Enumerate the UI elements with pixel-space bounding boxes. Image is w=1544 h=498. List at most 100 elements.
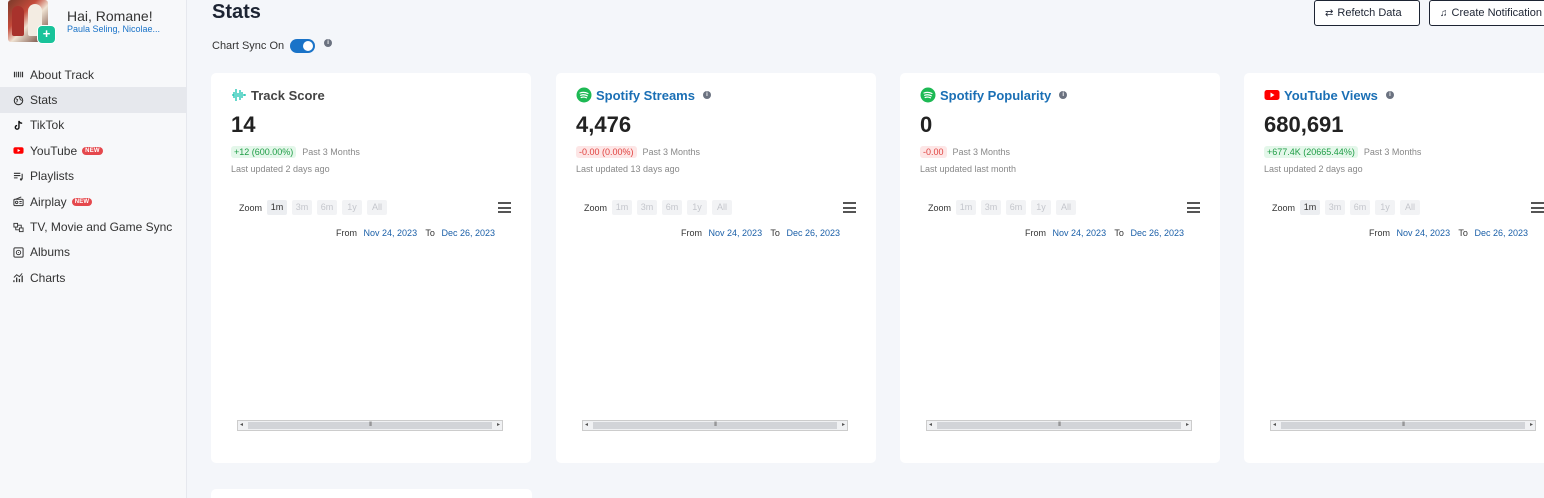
scroll-left-icon[interactable]: ◂ (585, 422, 589, 428)
zoom-6m-button[interactable]: 6m (662, 200, 683, 215)
scroll-left-icon[interactable]: ◂ (240, 422, 244, 428)
zoom-6m-button[interactable]: 6m (317, 200, 338, 215)
scrollbar-thumb[interactable] (248, 422, 492, 429)
chart (1244, 73, 1544, 418)
period-label: Past 3 Months (302, 147, 360, 157)
chart-scrollbar[interactable]: ◂ III ▸ (582, 420, 848, 431)
date-range: From Nov 24, 2023 To Dec 26, 2023 (681, 228, 846, 238)
chart-sync-label: Chart Sync On (212, 40, 285, 52)
radio-icon (12, 196, 24, 208)
range-from-label: From (681, 228, 703, 238)
zoom-3m-button[interactable]: 3m (637, 200, 658, 215)
sidebar-item-airplay[interactable]: Airplay NEW (0, 189, 186, 214)
info-icon[interactable]: i (1059, 91, 1068, 99)
scrollbar-thumb[interactable] (937, 422, 1181, 429)
zoom-label: Zoom (1272, 202, 1296, 213)
sidebar-nav: About Track Stats TikTok YouTube NEW Playlist… (0, 62, 186, 291)
range-to-input[interactable]: Dec 26, 2023 (1130, 228, 1184, 238)
zoom-controls: Zoom 1m 3m 6m 1y All (239, 200, 388, 215)
sidebar-item-label: Charts (30, 270, 66, 285)
zoom-1y-button[interactable]: 1y (1375, 200, 1396, 215)
range-from-input[interactable]: Nov 24, 2023 (1396, 228, 1451, 238)
zoom-all-button[interactable]: All (1400, 200, 1421, 215)
zoom-all-button[interactable]: All (712, 200, 733, 215)
zoom-1y-button[interactable]: 1y (342, 200, 363, 215)
chart (900, 73, 1220, 418)
scroll-left-icon[interactable]: ◂ (929, 422, 933, 428)
chart-scrollbar[interactable]: ◂ III ▸ (1270, 420, 1536, 431)
last-updated: Last updated 2 days ago (1264, 164, 1363, 174)
info-icon[interactable]: i (324, 39, 333, 47)
spotify-icon: 27. Nov4. Dec11. Dec18. Dec25. Dec0 (920, 87, 936, 103)
artist-names[interactable]: Paula Seling, Nicolae... (67, 24, 161, 34)
zoom-1y-button[interactable]: 1y (1031, 200, 1052, 215)
zoom-1m-button[interactable]: 1m (612, 200, 633, 215)
zoom-1m-button[interactable]: 1m (956, 200, 977, 215)
zoom-all-button[interactable]: All (367, 200, 388, 215)
greeting: Hai, Romane! (67, 8, 153, 24)
scroll-right-icon[interactable]: ▸ (496, 422, 500, 428)
sidebar-item-label: YouTube (30, 143, 78, 158)
profile: + Hai, Romane! Paula Seling, Nicolae... (8, 0, 183, 50)
range-to-input[interactable]: Dec 26, 2023 (786, 228, 840, 238)
scrollbar-thumb[interactable] (593, 422, 837, 429)
sidebar-item-label: Playlists (30, 169, 75, 184)
hamburger-menu-icon[interactable] (1531, 202, 1544, 213)
stat-card-track-score: 27. Nov4. Dec11. Dec18. Dec25. Dec100−10… (211, 73, 531, 463)
zoom-1m-button[interactable]: 1m (1300, 200, 1321, 215)
card-title-label: YouTube Views (1284, 87, 1378, 103)
scroll-left-icon[interactable]: ◂ (1273, 422, 1277, 428)
delta-row: -0.00 (0.00%) Past 3 Months (576, 146, 700, 158)
sidebar-item-stats[interactable]: Stats (0, 87, 186, 113)
scroll-right-icon[interactable]: ▸ (1185, 422, 1189, 428)
card-value: 0 (920, 112, 933, 137)
zoom-1y-button[interactable]: 1y (687, 200, 708, 215)
sidebar-item-playlists[interactable]: Playlists (0, 164, 186, 189)
range-to-label: To (1114, 228, 1124, 238)
zoom-1m-button[interactable]: 1m (267, 200, 288, 215)
zoom-controls: Zoom 1m 3m 6m 1y All (584, 200, 733, 215)
range-to-input[interactable]: Dec 26, 2023 (1474, 228, 1528, 238)
zoom-6m-button[interactable]: 6m (1006, 200, 1027, 215)
zoom-3m-button[interactable]: 3m (292, 200, 313, 215)
scroll-right-icon[interactable]: ▸ (841, 422, 845, 428)
create-notification-button[interactable]: ♫ Create Notification (1429, 0, 1544, 26)
sidebar-item-tiktok[interactable]: TikTok (0, 113, 186, 138)
grip-icon: III (1057, 422, 1061, 428)
hamburger-menu-icon[interactable] (1187, 202, 1200, 213)
chart-scrollbar[interactable]: ◂ III ▸ (926, 420, 1192, 431)
zoom-3m-button[interactable]: 3m (981, 200, 1002, 215)
range-from-input[interactable]: Nov 24, 2023 (363, 228, 418, 238)
chart-scrollbar[interactable]: ◂ III ▸ (237, 420, 503, 431)
range-from-input[interactable]: Nov 24, 2023 (708, 228, 763, 238)
stat-card-spotify-streams: 27. Nov4. Dec11. Dec18. Dec25. Dec4,476 … (556, 73, 876, 463)
refetch-data-button[interactable]: ⇄ Refetch Data (1314, 0, 1420, 26)
card-title-label: Track Score (251, 87, 325, 103)
hamburger-menu-icon[interactable] (843, 202, 856, 213)
info-icon[interactable]: i (1385, 91, 1394, 99)
new-badge: NEW (82, 146, 103, 155)
sidebar-item-youtube[interactable]: YouTube NEW (0, 138, 186, 163)
card-title: 27. Nov4. Dec11. Dec18. Dec25. Dec100−10… (231, 87, 325, 103)
add-artist-icon[interactable]: + (38, 26, 55, 43)
sidebar-item-label: Airplay (30, 194, 67, 209)
sidebar-item-about-track[interactable]: About Track (0, 62, 186, 87)
scrollbar-thumb[interactable] (1281, 422, 1525, 429)
zoom-6m-button[interactable]: 6m (1350, 200, 1371, 215)
scroll-right-icon[interactable]: ▸ (1529, 422, 1533, 428)
range-to-input[interactable]: Dec 26, 2023 (441, 228, 495, 238)
card-title: 27. Nov4. Dec11. Dec18. Dec25. Dec200,00… (1264, 87, 1394, 103)
sidebar-item-charts[interactable]: Charts (0, 265, 186, 290)
album-icon (12, 246, 24, 258)
range-from-input[interactable]: Nov 24, 2023 (1052, 228, 1107, 238)
hamburger-menu-icon[interactable] (498, 202, 511, 213)
zoom-all-button[interactable]: All (1056, 200, 1077, 215)
zoom-controls: Zoom 1m 3m 6m 1y All (928, 200, 1077, 215)
sidebar-item-albums[interactable]: Albums (0, 240, 186, 265)
info-icon[interactable]: i (702, 91, 711, 99)
sidebar-item-tv-movie-game-sync[interactable]: TV, Movie and Game Sync (0, 214, 186, 239)
youtube-icon: 27. Nov4. Dec11. Dec18. Dec25. Dec200,00… (1264, 87, 1280, 103)
playlist-icon (12, 170, 24, 182)
zoom-3m-button[interactable]: 3m (1325, 200, 1346, 215)
chart-sync-toggle[interactable] (290, 39, 316, 53)
